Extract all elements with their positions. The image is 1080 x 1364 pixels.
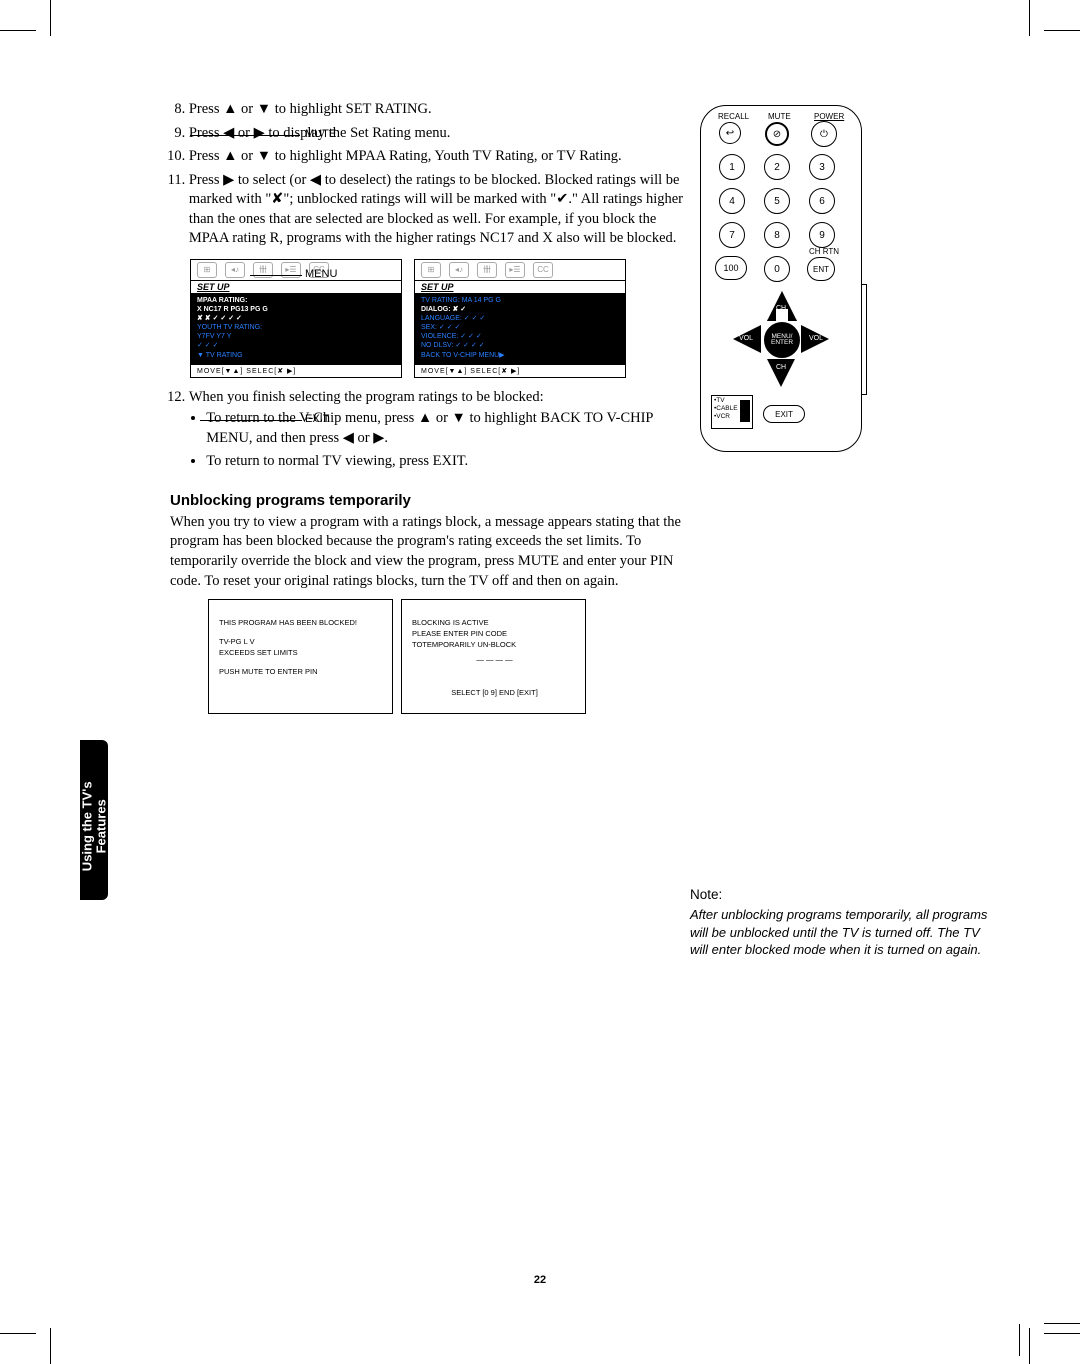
menu-enter-button: MENU/ ENTER	[764, 322, 800, 358]
osd-icon: ◂♪	[225, 262, 245, 278]
step-10: Press ▲ or ▼ to highlight MPAA Rating, Y…	[189, 147, 690, 167]
dialog-row: DIALOG: ✘ ✓	[421, 305, 619, 314]
step-12a: To return to the V-Chip menu, press ▲ or…	[206, 409, 690, 448]
callout-menu: MENU	[305, 268, 337, 280]
exit-button: EXIT	[763, 405, 805, 423]
osd-right: ⊞ ◂♪ 卌 ▸☰ CC SET UP TV RATING: MA 14 PG …	[414, 259, 626, 378]
youth-cols: Y7FV Y7 Y	[197, 332, 395, 341]
osd-footer: MOVE[▼▲] SELEC[✘ ▶]	[191, 365, 401, 377]
side-tab-label: Using the TV'sFeatures	[81, 746, 110, 906]
tvrating-cols: TV RATING: MA 14 PG G	[421, 296, 619, 305]
callout-exit: EXIT	[305, 413, 329, 425]
step-8: Press ▲ or ▼ to highlight SET RATING.	[189, 100, 690, 120]
bl-l3: EXCEEDS SET LIMITS	[219, 648, 384, 659]
main-column: Press ▲ or ▼ to highlight SET RATING. Pr…	[170, 100, 690, 714]
osd-icon: ⊞	[197, 262, 217, 278]
vol-right-label: VOL	[809, 335, 823, 342]
setup-label: SET UP	[415, 280, 625, 293]
power-label: POWER	[814, 112, 844, 121]
callout-mute: MUTE	[305, 128, 336, 140]
device-switch: •TV•CABLE•VCR	[711, 395, 753, 429]
btn-0: 0	[764, 256, 790, 282]
ent-button: ENT	[807, 257, 835, 281]
btn-5: 5	[764, 188, 790, 214]
btn-100: 100	[715, 256, 747, 280]
back-row: BACK TO V-CHIP MENU▶	[421, 351, 619, 360]
recall-button: ↩	[719, 122, 741, 144]
br-l5: SELECT [0 9] END [EXIT]	[412, 688, 577, 699]
br-l1: BLOCKING IS ACTIVE	[412, 618, 577, 629]
osd-footer: MOVE[▼▲] SELEC[✘ ▶]	[415, 365, 625, 377]
br-l4: — — — —	[412, 655, 577, 666]
note-body: After unblocking programs temporarily, a…	[690, 906, 990, 959]
mpaa-cols: X NC17 R PG13 PG G	[197, 305, 395, 314]
btn-1: 1	[719, 154, 745, 180]
btn-7: 7	[719, 222, 745, 248]
step-9: Press ◀ or ▶ to display the Set Rating m…	[189, 124, 690, 144]
instruction-list: Press ▲ or ▼ to highlight SET RATING. Pr…	[170, 100, 690, 249]
chrtn-label: CH RTN	[809, 247, 839, 256]
osd-left: ⊞ ◂♪ 卌 ▸☰ CC SET UP MPAA RATING: X NC17 …	[190, 259, 402, 378]
mute-label: MUTE	[768, 112, 791, 121]
power-button: ⏻	[811, 121, 837, 147]
br-l3: TOTEMPORARILY UN-BLOCK	[412, 640, 577, 651]
language-row: LANGUAGE: ✓ ✓ ✓	[421, 314, 619, 323]
youth-title: YOUTH TV RATING:	[197, 323, 395, 332]
bl-l2: TV-PG L V	[219, 637, 384, 648]
ch-up-label: CH	[776, 305, 786, 312]
bl-l1: THIS PROGRAM HAS BEEN BLOCKED!	[219, 618, 384, 629]
ch-down-label: CH	[776, 364, 786, 371]
osd-icon: 卌	[477, 262, 497, 278]
recall-label: RECALL	[718, 112, 749, 121]
step-12: When you finish selecting the program ra…	[189, 388, 690, 472]
nodlsv-row: NO DLSV: ✓ ✓ ✓ ✓	[421, 341, 619, 350]
note-heading: Note:	[690, 887, 990, 902]
instruction-list-2: When you finish selecting the program ra…	[170, 388, 690, 472]
osd-icon: CC	[533, 262, 553, 278]
osd-icon: ▸☰	[505, 262, 525, 278]
btn-2: 2	[764, 154, 790, 180]
right-column: RECALL MUTE POWER ↩ ⊘ ⏻ 1 2 3 4 5 6 7 8 …	[690, 100, 990, 959]
osd-row: ⊞ ◂♪ 卌 ▸☰ CC SET UP MPAA RATING: X NC17 …	[190, 259, 690, 378]
mpaa-marks: ✘ ✘ ✓ ✓ ✓ ✓	[197, 314, 395, 323]
section-heading: Unblocking programs temporarily	[170, 492, 690, 509]
sex-row: SEX: ✓ ✓ ✓	[421, 323, 619, 332]
setup-label: SET UP	[191, 280, 401, 293]
page-number: 22	[0, 1274, 1080, 1286]
step-11: Press ▶ to select (or ◀ to deselect) the…	[189, 171, 690, 249]
section-para: When you try to view a program with a ra…	[170, 513, 690, 591]
btn-8: 8	[764, 222, 790, 248]
block-message-row: THIS PROGRAM HAS BEEN BLOCKED! TV-PG L V…	[208, 599, 690, 714]
btn-6: 6	[809, 188, 835, 214]
page-content: Using the TV'sFeatures Press ▲ or ▼ to h…	[80, 100, 1000, 959]
step-12-text: When you finish selecting the program ra…	[189, 389, 544, 405]
osd-icon: ⊞	[421, 262, 441, 278]
btn-4: 4	[719, 188, 745, 214]
youth-marks: ✓ ✓ ✓	[197, 341, 395, 350]
osd-icon: ◂♪	[449, 262, 469, 278]
callout-arrows: ▲▼◀▶	[305, 330, 347, 344]
violence-row: VIOLENCE: ✓ ✓ ✓	[421, 332, 619, 341]
mute-button: ⊘	[765, 122, 789, 146]
block-msg-left: THIS PROGRAM HAS BEEN BLOCKED! TV-PG L V…	[208, 599, 393, 714]
tv-rating: ▼ TV RATING	[197, 351, 395, 360]
br-l2: PLEASE ENTER PIN CODE	[412, 629, 577, 640]
bl-l4: PUSH MUTE TO ENTER PIN	[219, 667, 384, 678]
btn-9: 9	[809, 222, 835, 248]
mpaa-title: MPAA RATING:	[197, 296, 395, 305]
step-12b: To return to normal TV viewing, press EX…	[206, 452, 690, 472]
remote-diagram: RECALL MUTE POWER ↩ ⊘ ⏻ 1 2 3 4 5 6 7 8 …	[700, 105, 862, 452]
block-msg-right: BLOCKING IS ACTIVE PLEASE ENTER PIN CODE…	[401, 599, 586, 714]
vol-left-label: VOL	[739, 335, 753, 342]
btn-3: 3	[809, 154, 835, 180]
